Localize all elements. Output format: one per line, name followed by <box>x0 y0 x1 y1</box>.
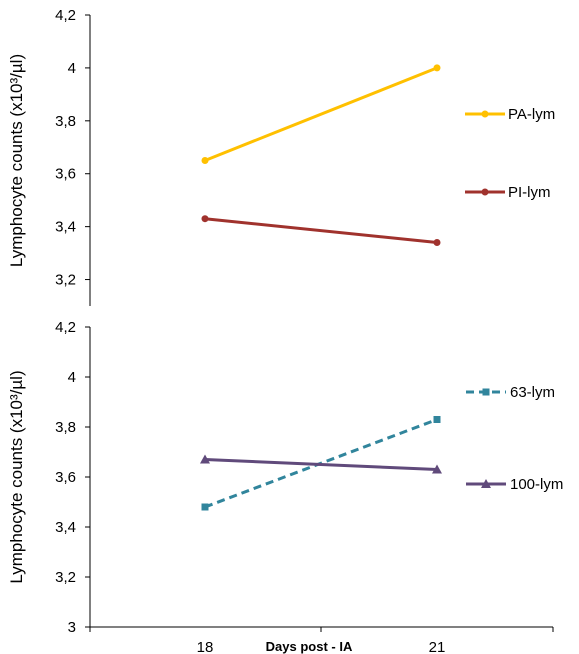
y-axis-label: Lymphocyte counts (x10³/µl) <box>7 370 26 583</box>
y-tick-label: 4 <box>68 369 76 386</box>
x-tick-label: 21 <box>429 639 446 654</box>
series-line-pa-lym <box>204 66 438 162</box>
legend-marker-pi-lym <box>481 188 489 196</box>
data-point-63-lym <box>433 416 441 423</box>
series-pi-lym <box>201 215 441 247</box>
y-tick-label: 3 <box>68 619 76 636</box>
legend-label-pi-lym: PI-lym <box>508 184 551 201</box>
legend-label-pa-lym: PA-lym <box>508 106 555 123</box>
x-axis-label: Days post - IA <box>266 639 353 654</box>
series-pa-lym <box>201 64 441 164</box>
y-tick-label: 3,2 <box>55 272 76 289</box>
x-tick-label: 18 <box>197 639 214 654</box>
y-tick-label: 3,2 <box>55 569 76 586</box>
y-tick-label: 4,2 <box>55 319 76 336</box>
data-point-pi-lym <box>201 215 209 223</box>
legend-marker-63-lym <box>482 388 490 396</box>
data-point-63-lym <box>201 503 209 511</box>
data-point-pi-lym <box>433 239 441 247</box>
legend-marker-100-lym <box>481 479 491 488</box>
legend-pa-lym: PA-lym <box>465 106 555 123</box>
data-point-pa-lym <box>433 64 441 72</box>
series-line-pi-lym <box>204 217 438 245</box>
y-tick-label: 4 <box>68 60 76 77</box>
panel-bottom: 3 3,2 3,4 3,6 3,8 4 4,2 Lymphocyte counts (x10³… <box>7 319 563 654</box>
data-point-pa-lym <box>201 157 209 164</box>
y-tick-label: 3,6 <box>55 469 76 486</box>
legend-pi-lym: PI-lym <box>465 184 551 201</box>
y-tick-label: 4,2 <box>55 7 76 24</box>
series-100-lym <box>200 454 442 474</box>
y-tick-label: 3,4 <box>55 219 76 236</box>
y-tick-label: 3,8 <box>55 113 76 130</box>
legend-label-63-lym: 63-lym <box>510 384 555 401</box>
y-tick-label: 3,8 <box>55 419 76 436</box>
panel-top: 3,2 3,4 3,6 3,8 4 4,2 Lymphocyte counts (x10³/… <box>7 7 555 306</box>
y-tick-label: 3,4 <box>55 519 76 536</box>
data-point-100-lym <box>432 464 442 474</box>
y-axis-label: Lymphocyte counts (x10³/µl) <box>7 54 26 267</box>
legend-100-lym: 100-lym <box>466 476 563 493</box>
legend-63-lym: 63-lym <box>466 384 555 401</box>
series-line-100-lym <box>204 458 438 471</box>
y-tick-label: 3,6 <box>55 166 76 183</box>
legend-marker-pa-lym <box>481 110 489 118</box>
legend-label-100-lym: 100-lym <box>510 476 563 493</box>
data-point-100-lym <box>200 454 210 464</box>
